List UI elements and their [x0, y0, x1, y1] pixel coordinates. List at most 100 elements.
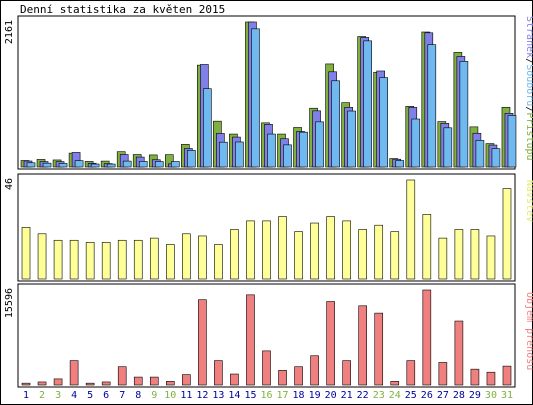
- bar-navstev-day-12: [198, 235, 207, 280]
- x-tick-day-1: 1: [23, 390, 29, 401]
- bar-objem-day-1: [21, 382, 31, 386]
- bar-objem-day-7: [117, 366, 127, 386]
- bar-objem-day-5: [85, 382, 95, 386]
- x-tick-day-8: 8: [135, 390, 141, 401]
- x-tick-day-19: 19: [309, 390, 321, 401]
- bar-souborů-day-28: [459, 61, 469, 168]
- bar-navstev-day-16: [262, 220, 271, 280]
- bar-objem-day-2: [37, 381, 47, 386]
- x-tick-day-2: 2: [39, 390, 45, 401]
- bar-navstev-day-21: [342, 220, 351, 280]
- bar-souborů-day-29: [475, 140, 485, 168]
- x-tick-day-28: 28: [453, 390, 465, 401]
- bar-souborů-day-21: [347, 110, 356, 168]
- bar-souborů-day-1: [26, 162, 36, 168]
- bar-souborů-day-18: [299, 131, 308, 168]
- bar-objem-day-19: [310, 355, 319, 386]
- x-tick-day-10: 10: [164, 390, 176, 401]
- bar-navstev-day-19: [310, 222, 319, 280]
- bar-souborů-day-25: [411, 118, 421, 168]
- x-tick-day-14: 14: [228, 390, 240, 401]
- bar-souborů-day-19: [315, 121, 324, 168]
- x-tick-day-23: 23: [373, 390, 385, 401]
- bar-objem-day-31: [502, 365, 512, 386]
- bar-souborů-day-31: [507, 115, 517, 168]
- bar-navstev-day-17: [278, 216, 287, 280]
- bar-souborů-day-22: [363, 40, 372, 168]
- panel-2-ymax-label: 46: [4, 178, 15, 190]
- bar-navstev-day-14: [230, 229, 239, 280]
- chart-title: Denní statistika za květen 2015: [20, 3, 226, 16]
- bar-navstev-day-9: [149, 237, 159, 280]
- bar-objem-day-11: [182, 374, 191, 386]
- panel-3-ymax-label: 15596: [4, 288, 15, 318]
- bar-navstev-day-25: [406, 179, 416, 280]
- bar-objem-day-12: [198, 299, 207, 386]
- bar-objem-day-18: [294, 366, 303, 386]
- bar-souborů-day-11: [187, 150, 196, 168]
- bar-souborů-day-7: [122, 160, 132, 168]
- bar-souborů-day-20: [331, 80, 340, 168]
- bar-navstev-day-23: [374, 224, 384, 280]
- bar-souborů-day-27: [443, 127, 453, 168]
- bar-souborů-day-4: [74, 160, 84, 168]
- bar-objem-day-22: [358, 305, 367, 386]
- x-tick-day-6: 6: [103, 390, 109, 401]
- x-tick-day-16: 16: [260, 390, 272, 401]
- bar-souborů-day-16: [267, 133, 276, 168]
- bar-objem-day-9: [149, 376, 159, 386]
- legend-objem: Objem přenosu: [524, 292, 533, 370]
- bar-navstev-day-31: [502, 188, 512, 280]
- bar-objem-day-6: [101, 381, 111, 386]
- bar-navstev-day-26: [422, 214, 432, 280]
- bar-objem-day-20: [326, 301, 335, 386]
- x-tick-day-11: 11: [180, 390, 192, 401]
- bar-navstev-day-30: [486, 235, 496, 280]
- x-tick-day-22: 22: [357, 390, 369, 401]
- bar-navstev-day-18: [294, 231, 303, 280]
- bar-navstev-day-24: [390, 231, 400, 280]
- x-tick-day-5: 5: [87, 390, 93, 401]
- bar-souborů-day-10: [170, 161, 180, 168]
- x-tick-day-25: 25: [405, 390, 417, 401]
- bar-navstev-day-7: [117, 239, 127, 280]
- bar-souborů-day-14: [235, 141, 244, 168]
- x-tick-day-20: 20: [325, 390, 337, 401]
- bar-objem-day-24: [390, 381, 400, 386]
- bar-objem-day-30: [486, 371, 496, 386]
- bar-souborů-day-26: [427, 44, 437, 168]
- bar-navstev-day-28: [454, 229, 464, 280]
- bar-objem-day-15: [246, 294, 255, 386]
- panel-1-ymax-label: 2161: [4, 20, 15, 44]
- bar-souborů-day-5: [90, 163, 100, 168]
- bar-objem-day-10: [166, 381, 175, 386]
- legend-top: Stránek/Souborů/Přístupů: [524, 16, 533, 161]
- bar-objem-day-17: [278, 370, 287, 386]
- bar-navstev-day-4: [69, 239, 79, 280]
- x-tick-day-7: 7: [119, 390, 125, 401]
- bar-navstev-day-13: [214, 244, 223, 280]
- bar-souborů-day-30: [491, 148, 501, 168]
- x-tick-day-21: 21: [341, 390, 353, 401]
- bar-objem-day-8: [133, 376, 143, 386]
- bar-objem-day-21: [342, 360, 351, 386]
- x-tick-day-31: 31: [501, 390, 513, 401]
- bar-souborů-day-13: [219, 141, 228, 168]
- x-tick-day-26: 26: [421, 390, 433, 401]
- bar-objem-day-4: [69, 360, 79, 386]
- x-tick-day-29: 29: [469, 390, 481, 401]
- bar-souborů-day-24: [395, 160, 405, 168]
- bar-navstev-day-10: [166, 244, 175, 280]
- bar-souborů-day-3: [58, 163, 68, 168]
- bar-navstev-day-8: [133, 239, 143, 280]
- bar-navstev-day-29: [470, 229, 480, 280]
- x-tick-day-3: 3: [55, 390, 61, 401]
- bar-navstev-day-20: [326, 216, 335, 280]
- bar-souborů-day-6: [106, 163, 116, 168]
- bar-objem-day-14: [230, 373, 239, 386]
- bar-objem-day-29: [470, 368, 480, 386]
- x-tick-day-24: 24: [389, 390, 401, 401]
- x-tick-day-30: 30: [485, 390, 497, 401]
- bar-navstev-day-15: [246, 220, 255, 280]
- x-tick-day-17: 17: [277, 390, 289, 401]
